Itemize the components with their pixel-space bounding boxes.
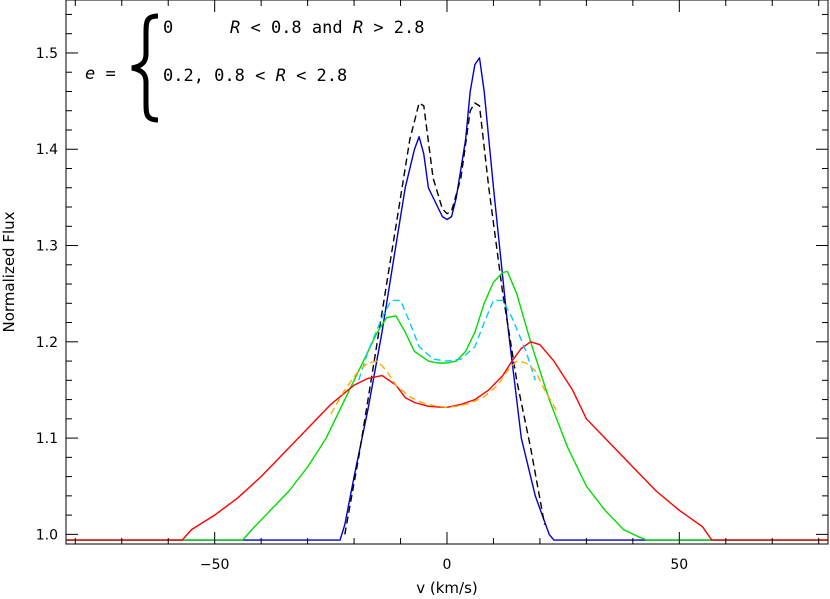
eccentricity-annotation: e = 0 R < 0.8 and R > 2.8 0.2, 0.8 < R <…	[85, 13, 425, 123]
y-tick-label: 1.1	[36, 431, 58, 447]
series-line-6	[330, 360, 560, 415]
series-line-5	[358, 299, 536, 381]
case1-r: R	[230, 18, 240, 38]
x-tick-label: −50	[200, 557, 230, 573]
y-tick-label: 1.4	[36, 142, 58, 158]
y-tick-label: 1.3	[36, 239, 58, 255]
y-tick-label: 1.2	[36, 335, 58, 351]
x-tick-label: 50	[670, 557, 688, 573]
annotation-case-1: 0	[163, 18, 173, 38]
annotation-lhs-text: e =	[85, 64, 116, 84]
series-layer	[66, 57, 828, 541]
annotation-case-2: 0.2, 0.8 < R < 2.8	[163, 66, 347, 86]
case2-post: < 2.8	[286, 66, 347, 86]
x-axis-label: v (km/s)	[416, 579, 478, 597]
y-tick-label: 1.5	[36, 46, 58, 62]
y-axis-label: Normalized Flux	[0, 211, 18, 332]
plot-frame	[65, 0, 829, 545]
annotation-lhs: e =	[85, 64, 116, 84]
x-tick-label: 0	[443, 557, 452, 573]
series-line-2	[344, 102, 546, 535]
series-line-3	[66, 270, 828, 541]
case1-r2: R	[353, 18, 363, 38]
case2-r: R	[276, 66, 286, 86]
case1-value: 0	[163, 18, 173, 38]
case2-value: 0.2, 0.8 <	[163, 66, 276, 86]
case1-post: > 2.8	[363, 18, 424, 38]
tick-layer: −50 0 50 1.0 1.1 1.2 1.3 1.4 1.5	[36, 0, 828, 573]
annotation-case-1-condition: R < 0.8 and R > 2.8	[230, 18, 425, 38]
case1-mid: < 0.8 and	[240, 18, 353, 38]
curly-brace-icon	[131, 13, 159, 123]
y-tick-label: 1.0	[36, 527, 58, 543]
